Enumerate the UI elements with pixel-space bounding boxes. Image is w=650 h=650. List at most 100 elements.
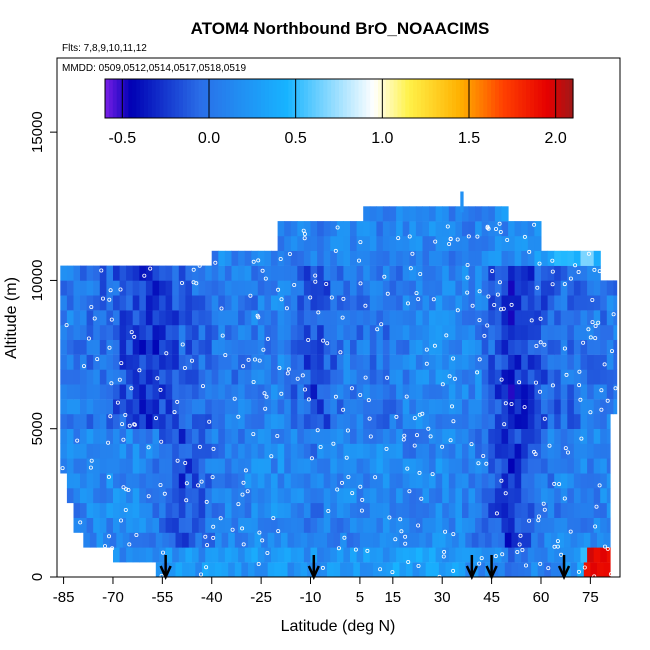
- heat-cell-1883: [402, 206, 410, 222]
- heat-cell-126: [488, 547, 496, 563]
- heat-cell-225: [73, 517, 81, 533]
- heat-cell-1102: [330, 369, 338, 385]
- heat-cell-1710: [415, 265, 423, 281]
- sample-point: [123, 412, 128, 417]
- heat-cell-282: [448, 517, 456, 533]
- heat-cell-1380: [481, 324, 489, 340]
- heat-cell-1530: [350, 295, 358, 311]
- heat-cell-388: [606, 502, 611, 518]
- heat-cell-1247: [165, 339, 173, 355]
- heat-cell-1570: [613, 295, 618, 311]
- colorbar-segment: [428, 79, 434, 118]
- heat-cell-878: [527, 413, 535, 429]
- heat-cell-273: [389, 517, 397, 533]
- heat-cell-1427: [231, 310, 239, 326]
- heat-cell-1528: [336, 295, 344, 311]
- heat-cell-1185: [317, 354, 325, 370]
- heat-cell-733: [126, 428, 134, 444]
- sample-point: [358, 484, 363, 489]
- heat-cell-139: [573, 547, 581, 563]
- heat-cell-1289: [442, 339, 450, 355]
- heat-cell-684: [356, 443, 364, 459]
- sample-point: [363, 375, 368, 380]
- sample-point: [241, 364, 246, 369]
- sample-point: [479, 556, 484, 561]
- heat-cell-924: [277, 399, 285, 415]
- heat-cell-1191: [356, 354, 364, 370]
- heat-cell-1620: [382, 280, 390, 296]
- heat-cell-1479: [573, 310, 581, 326]
- heat-cell-875: [508, 413, 516, 429]
- heat-cell-1872: [508, 221, 516, 237]
- heat-cell-349: [350, 502, 358, 518]
- colorbar-segment: [307, 79, 313, 118]
- heat-cell-964: [541, 399, 549, 415]
- heat-cell-275: [402, 517, 410, 533]
- heat-cell-943: [402, 399, 410, 415]
- heat-cell-1746: [264, 250, 272, 266]
- sample-point: [326, 508, 331, 513]
- heat-cell-1644: [541, 280, 549, 296]
- heat-cell-1652: [593, 280, 601, 296]
- heat-cell-84: [211, 547, 219, 563]
- heat-cell-639: [60, 443, 68, 459]
- heat-cell-1754: [317, 250, 325, 266]
- sample-point: [60, 466, 65, 471]
- heat-cell-10: [221, 562, 229, 578]
- heat-cell-262: [317, 517, 325, 533]
- heat-cell-880: [541, 413, 549, 429]
- heat-cell-140: [580, 547, 588, 563]
- heat-cell-1300: [514, 339, 522, 355]
- colorbar-tick-label: 2.0: [545, 130, 567, 147]
- sample-point: [329, 295, 334, 300]
- heat-cell-375: [521, 502, 529, 518]
- plot-frame: [56, 57, 621, 578]
- heat-cell-193: [399, 532, 407, 548]
- heat-cell-217: [557, 532, 565, 548]
- heat-cell-374: [514, 502, 522, 518]
- heat-cell-1256: [224, 339, 232, 355]
- sample-point: [339, 480, 344, 485]
- heat-cell-230: [106, 517, 114, 533]
- heat-cell-1758: [343, 250, 351, 266]
- sample-point: [204, 499, 209, 504]
- heat-cell-858: [396, 413, 404, 429]
- heat-cell-1660: [86, 265, 94, 281]
- sample-point: [555, 544, 560, 549]
- sample-point: [86, 336, 91, 341]
- heat-cell-1398: [600, 324, 608, 340]
- heat-cell-530: [448, 473, 456, 489]
- heat-cell-476: [93, 473, 101, 489]
- heat-cell-260: [303, 517, 311, 533]
- colorbar-segment: [116, 79, 122, 118]
- heat-cell-385: [587, 502, 595, 518]
- heat-cell-1174: [244, 354, 252, 370]
- heat-cell-1654: [606, 280, 614, 296]
- sample-point: [349, 386, 354, 391]
- heat-cell-794: [527, 428, 535, 444]
- heat-cell-864: [435, 413, 443, 429]
- heat-cell-1537: [396, 295, 404, 311]
- sample-point: [577, 383, 582, 388]
- heat-cell-678: [317, 443, 325, 459]
- heat-cell-1239: [113, 339, 121, 355]
- heat-cell-136: [554, 547, 562, 563]
- sample-point: [605, 398, 610, 403]
- heat-cell-500: [251, 473, 259, 489]
- heat-cell-318: [145, 502, 153, 518]
- heat-cell-862: [422, 413, 430, 429]
- heat-cell-1437: [297, 310, 305, 326]
- heat-cell-1349: [277, 324, 285, 340]
- heat-cell-1340: [218, 324, 226, 340]
- sample-point: [559, 552, 564, 557]
- heat-cell-1798: [284, 235, 292, 251]
- heat-cell-223: [597, 532, 605, 548]
- heat-cell-382: [567, 502, 575, 518]
- heat-cell-1288: [435, 339, 443, 355]
- sample-point: [256, 258, 261, 263]
- sample-point: [486, 294, 491, 299]
- heat-cell-1417: [165, 310, 173, 326]
- heat-cell-968: [567, 399, 575, 415]
- heat-cell-976: [60, 384, 68, 400]
- heat-cell-615: [455, 458, 463, 474]
